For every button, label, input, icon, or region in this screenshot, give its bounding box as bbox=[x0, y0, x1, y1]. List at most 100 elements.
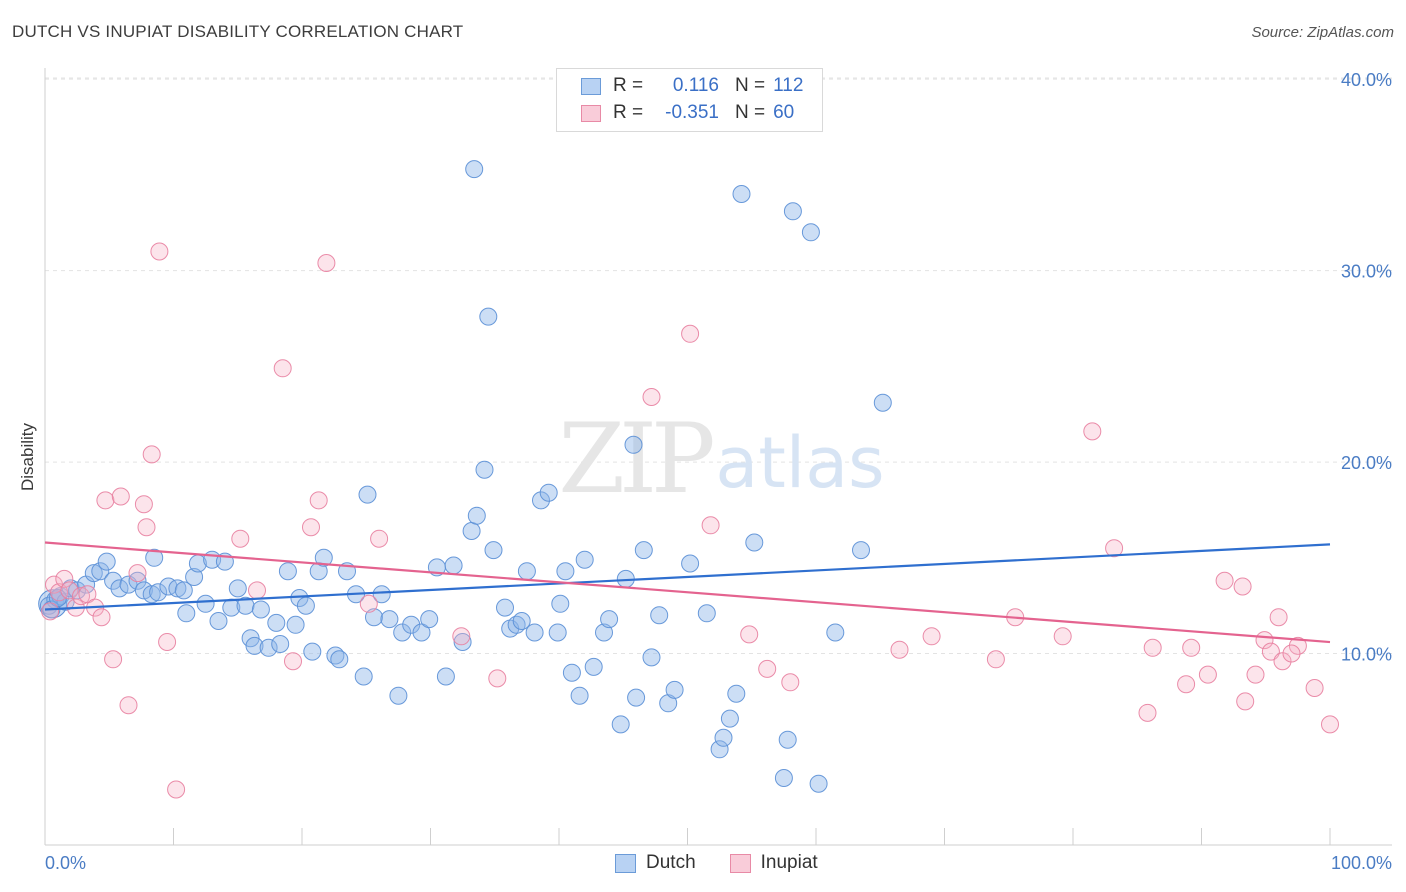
dutch-point bbox=[783, 202, 802, 221]
inupiat-point bbox=[231, 529, 250, 548]
legend-n-value: 60 bbox=[773, 102, 795, 123]
inupiat-point bbox=[758, 659, 777, 678]
axes bbox=[44, 68, 1392, 846]
chart-title: DUTCH VS INUPIAT DISABILITY CORRELATION … bbox=[12, 22, 464, 41]
dutch-point bbox=[611, 715, 630, 734]
legend-row-dutch: R = 0.116 N = 112 bbox=[581, 73, 803, 99]
dutch-point bbox=[732, 185, 751, 203]
legend-r-value: -0.351 bbox=[665, 102, 719, 123]
inupiat-point bbox=[137, 518, 156, 537]
dutch-point bbox=[185, 568, 204, 586]
dutch-point bbox=[251, 600, 270, 619]
dutch-point bbox=[159, 577, 178, 596]
inupiat-point bbox=[701, 516, 720, 535]
inupiat-point bbox=[55, 569, 74, 588]
inupiat-point bbox=[302, 518, 320, 537]
dutch-point bbox=[479, 307, 498, 326]
legend-r-label: R = bbox=[613, 75, 644, 96]
legend-item-inupiat[interactable]: Inupiat bbox=[729, 852, 818, 874]
inupiat-point bbox=[1321, 715, 1339, 734]
dutch-point bbox=[303, 642, 322, 661]
dutch-point bbox=[412, 623, 431, 642]
legend-swatch-dutch bbox=[615, 853, 636, 873]
dutch-point bbox=[826, 623, 845, 642]
inupiat-point bbox=[158, 633, 177, 651]
dutch-point bbox=[372, 585, 391, 604]
y-tick-label: 20.0% bbox=[1341, 453, 1392, 473]
inupiat-point bbox=[309, 491, 328, 510]
dutch-point bbox=[551, 594, 570, 613]
dutch-point bbox=[634, 541, 653, 560]
inupiat-point bbox=[150, 242, 169, 261]
dutch-point bbox=[584, 657, 603, 676]
inupiat-point bbox=[1198, 665, 1217, 684]
dutch-point bbox=[365, 608, 383, 627]
legend-n-label: N = bbox=[735, 102, 766, 123]
inupiat-point bbox=[284, 652, 302, 671]
dutch-point bbox=[873, 393, 892, 412]
inupiat-point bbox=[1246, 665, 1265, 684]
y-tick-label: 30.0% bbox=[1341, 262, 1392, 282]
dutch-point bbox=[128, 571, 147, 590]
inupiat-point bbox=[41, 602, 60, 621]
legend-item-dutch[interactable]: Dutch bbox=[615, 852, 696, 874]
inupiat-point bbox=[1261, 642, 1280, 661]
dutch-point bbox=[745, 533, 764, 552]
inupiat-point bbox=[60, 581, 79, 600]
correlation-legend: R = 0.116 N = 112 R = -0.351 N = 60 bbox=[556, 68, 823, 132]
inupiat-point bbox=[317, 254, 336, 272]
dutch-point bbox=[720, 709, 739, 728]
dutch-point bbox=[710, 740, 729, 759]
dutch-point bbox=[228, 579, 247, 598]
legend-r-value: 0.116 bbox=[672, 75, 719, 96]
dutch-point bbox=[852, 541, 870, 560]
inupiat-point bbox=[78, 585, 97, 604]
dutch-point bbox=[209, 612, 228, 630]
dutch-point bbox=[714, 728, 733, 747]
dutch-point bbox=[168, 579, 187, 598]
legend-n-label: N = bbox=[735, 75, 766, 96]
legend-row-inupiat: R = -0.351 N = 60 bbox=[581, 100, 794, 126]
dutch-point bbox=[532, 491, 550, 510]
dutch-point bbox=[801, 223, 820, 242]
inupiat-point bbox=[167, 780, 186, 799]
y-tick-label: 40.0% bbox=[1341, 70, 1392, 90]
inupiat-point bbox=[922, 627, 941, 646]
inupiat-point bbox=[681, 324, 700, 343]
inupiat-point bbox=[370, 529, 389, 548]
inupiat-point bbox=[142, 445, 161, 464]
legend-swatch-inupiat bbox=[729, 853, 751, 873]
dutch-point bbox=[465, 160, 484, 179]
dutch-point bbox=[236, 596, 255, 615]
inupiat-point bbox=[72, 587, 90, 606]
legend-swatch-inupiat bbox=[581, 104, 601, 122]
inupiat-point bbox=[1236, 692, 1255, 711]
legend-label-inupiat: Inupiat bbox=[760, 852, 818, 873]
dutch-point bbox=[517, 562, 536, 581]
dutch-point bbox=[575, 550, 594, 569]
inupiat-trend-line bbox=[44, 541, 1331, 644]
dutch-point bbox=[681, 554, 700, 573]
dutch-point bbox=[453, 633, 472, 651]
data-points bbox=[38, 160, 1339, 799]
dutch-point bbox=[462, 522, 481, 540]
dutch-point bbox=[595, 623, 613, 642]
inupiat-point bbox=[642, 388, 661, 406]
inupiat-point bbox=[781, 673, 800, 692]
dutch-point bbox=[484, 541, 503, 560]
dutch-point bbox=[389, 686, 408, 705]
dutch-point bbox=[436, 667, 455, 686]
watermark-atlas: atlas bbox=[715, 422, 884, 504]
inupiat-point bbox=[1083, 422, 1102, 441]
dutch-point bbox=[539, 483, 558, 502]
dutch-point bbox=[149, 583, 168, 602]
dutch-point bbox=[727, 684, 746, 703]
dutch-point bbox=[142, 585, 161, 604]
dutch-point bbox=[97, 552, 116, 571]
dutch-point bbox=[286, 615, 305, 634]
dutch-trend-line bbox=[44, 543, 1331, 611]
dutch-point bbox=[354, 667, 373, 686]
inupiat-point bbox=[1182, 638, 1201, 657]
inupiat-point bbox=[1282, 644, 1301, 663]
